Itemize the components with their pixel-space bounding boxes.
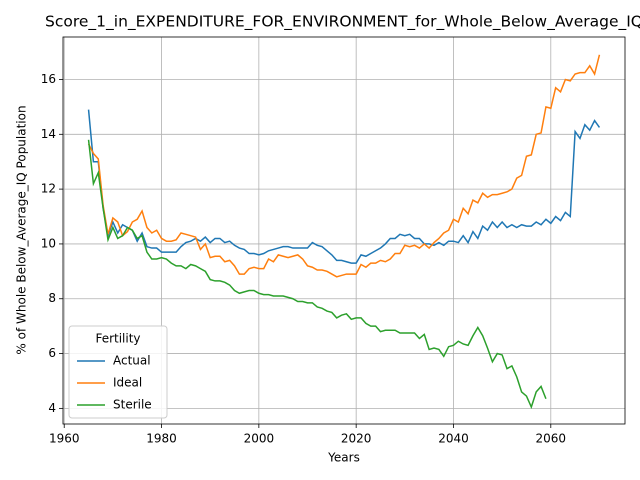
y-tick-label: 10 <box>41 236 56 250</box>
line-series <box>87 54 601 278</box>
y-tick-label: 4 <box>48 401 56 415</box>
y-tick-label: 12 <box>41 182 56 196</box>
y-tick-label: 14 <box>41 127 56 141</box>
x-tick-label: 2020 <box>341 432 372 446</box>
line-series <box>87 139 547 410</box>
legend: Fertility Actual Ideal Sterile <box>68 325 168 419</box>
y-tick-label: 6 <box>48 346 56 360</box>
line-series <box>87 109 601 264</box>
legend-title: Fertility <box>95 332 140 346</box>
x-tick-label: 2000 <box>244 432 275 446</box>
x-axis-label: Years <box>327 451 360 465</box>
chart-title: Score_1_in_EXPENDITURE_FOR_ENVIRONMENT_f… <box>45 13 640 32</box>
plot-frame <box>62 36 626 425</box>
x-tick-label: 1960 <box>49 432 80 446</box>
y-tick-label: 16 <box>41 72 56 86</box>
legend-label: Sterile <box>113 398 152 412</box>
x-tick-label: 2060 <box>536 432 567 446</box>
legend-label: Ideal <box>113 376 142 390</box>
y-axis-label: % of Whole Below_Average_IQ Population <box>15 105 29 354</box>
y-tick-label: 8 <box>48 291 56 305</box>
x-tick-label: 1980 <box>146 432 177 446</box>
x-tick-label: 2040 <box>438 432 469 446</box>
legend-label: Actual <box>113 354 151 368</box>
legend-box <box>68 325 168 419</box>
